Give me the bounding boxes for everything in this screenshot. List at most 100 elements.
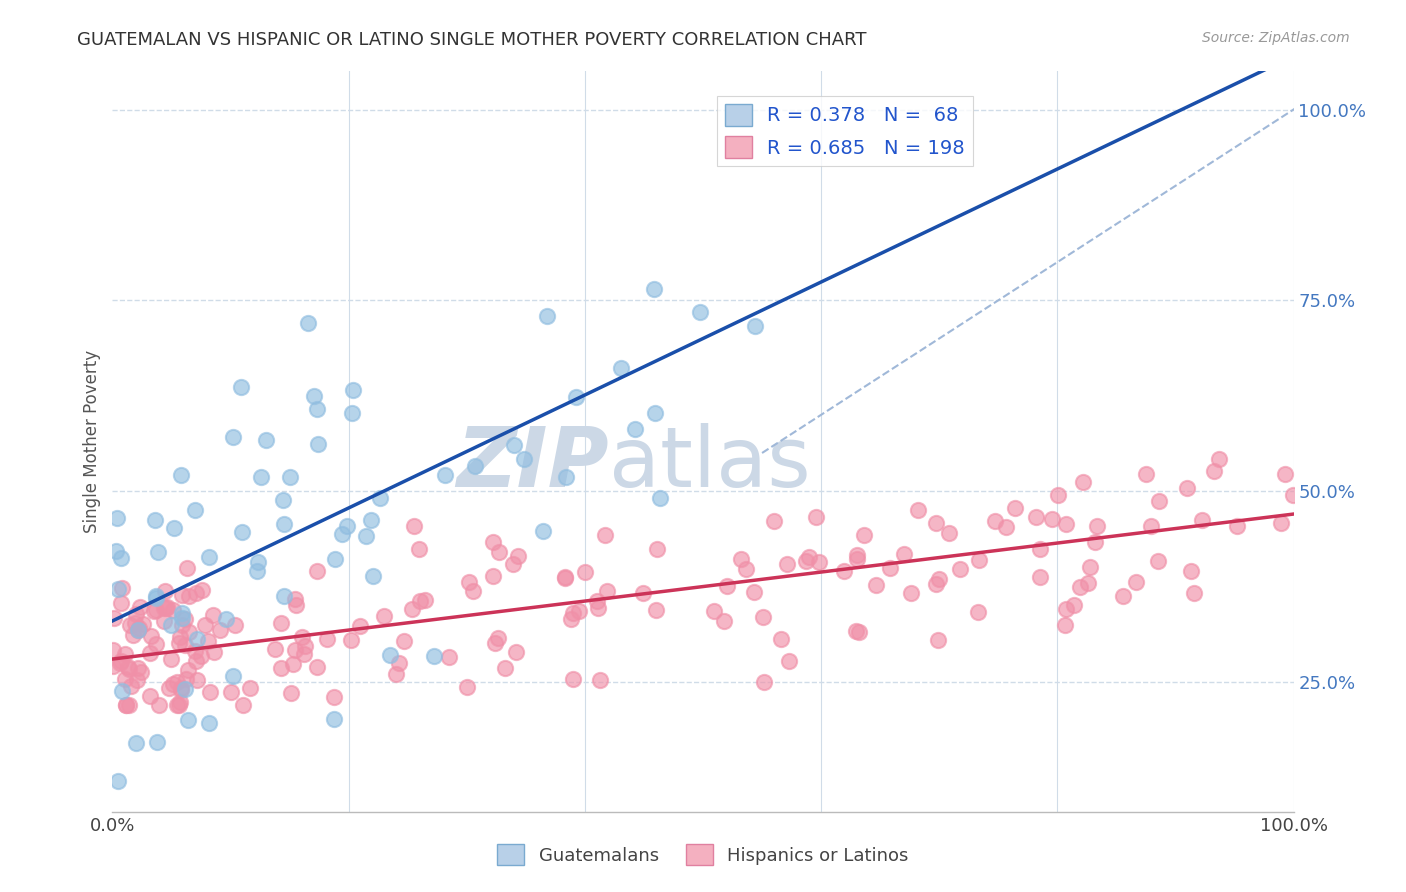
Point: [186, 673, 208, 687]
Point: [464, 459, 486, 474]
Point: [924, 516, 946, 531]
Point: [1053, 617, 1076, 632]
Point: [263, 641, 285, 656]
Point: [117, 660, 139, 674]
Point: [925, 577, 948, 591]
Point: [586, 600, 609, 615]
Point: [1029, 541, 1052, 556]
Point: [433, 468, 456, 483]
Point: [163, 521, 186, 535]
Point: [595, 528, 617, 542]
Point: [222, 429, 245, 443]
Point: [574, 565, 596, 579]
Point: [118, 698, 141, 712]
Point: [1282, 488, 1305, 502]
Point: [198, 716, 221, 731]
Point: [174, 672, 197, 686]
Point: [332, 526, 354, 541]
Point: [145, 637, 167, 651]
Point: [145, 591, 167, 605]
Point: [1054, 516, 1077, 531]
Point: [208, 623, 231, 637]
Point: [336, 518, 359, 533]
Point: [155, 600, 177, 615]
Point: [853, 528, 876, 542]
Point: [111, 582, 134, 596]
Point: [703, 603, 725, 617]
Point: [190, 648, 212, 663]
Point: [219, 685, 242, 699]
Point: [184, 643, 207, 657]
Point: [486, 631, 509, 645]
Point: [146, 735, 169, 749]
Point: [231, 524, 253, 539]
Point: [1147, 494, 1170, 508]
Point: [124, 615, 146, 630]
Point: [246, 564, 269, 578]
Point: [115, 698, 138, 712]
Point: [1147, 554, 1170, 568]
Point: [125, 607, 148, 621]
Point: [484, 636, 506, 650]
Point: [769, 632, 792, 646]
Point: [631, 586, 654, 600]
Point: [129, 599, 152, 614]
Point: [734, 562, 756, 576]
Point: [751, 610, 773, 624]
Point: [156, 600, 179, 615]
Point: [794, 554, 817, 568]
Point: [304, 390, 326, 404]
Point: [1175, 481, 1198, 495]
Point: [596, 584, 619, 599]
Point: [177, 714, 200, 728]
Point: [1077, 575, 1099, 590]
Point: [555, 470, 578, 484]
Point: [159, 617, 181, 632]
Point: [281, 657, 304, 672]
Point: [624, 422, 647, 436]
Point: [105, 544, 128, 558]
Point: [107, 510, 129, 524]
Point: [166, 698, 188, 712]
Point: [388, 656, 411, 670]
Point: [378, 648, 401, 663]
Point: [170, 610, 193, 624]
Point: [928, 572, 950, 586]
Point: [1069, 580, 1091, 594]
Point: [101, 659, 124, 673]
Point: [271, 493, 294, 508]
Point: [1184, 586, 1206, 600]
Point: [762, 514, 785, 528]
Point: [644, 406, 666, 420]
Point: [284, 642, 307, 657]
Point: [170, 468, 193, 483]
Point: [1208, 452, 1230, 467]
Point: [339, 632, 361, 647]
Point: [308, 437, 330, 451]
Point: [174, 612, 197, 626]
Point: [648, 491, 671, 505]
Point: [169, 681, 191, 695]
Point: [1135, 467, 1157, 482]
Point: [865, 578, 887, 592]
Point: [232, 698, 254, 712]
Point: [848, 624, 870, 639]
Point: [174, 682, 197, 697]
Point: [949, 562, 972, 576]
Point: [463, 583, 485, 598]
Point: [409, 594, 432, 608]
Point: [127, 624, 149, 638]
Point: [1274, 467, 1296, 481]
Point: [1025, 509, 1047, 524]
Point: [169, 630, 191, 644]
Point: [184, 654, 207, 668]
Point: [170, 607, 193, 621]
Point: [292, 647, 315, 661]
Point: [297, 316, 319, 330]
Point: [131, 665, 153, 679]
Point: [169, 695, 191, 709]
Point: [280, 686, 302, 700]
Point: [198, 684, 221, 698]
Point: [512, 451, 534, 466]
Point: [1078, 560, 1101, 574]
